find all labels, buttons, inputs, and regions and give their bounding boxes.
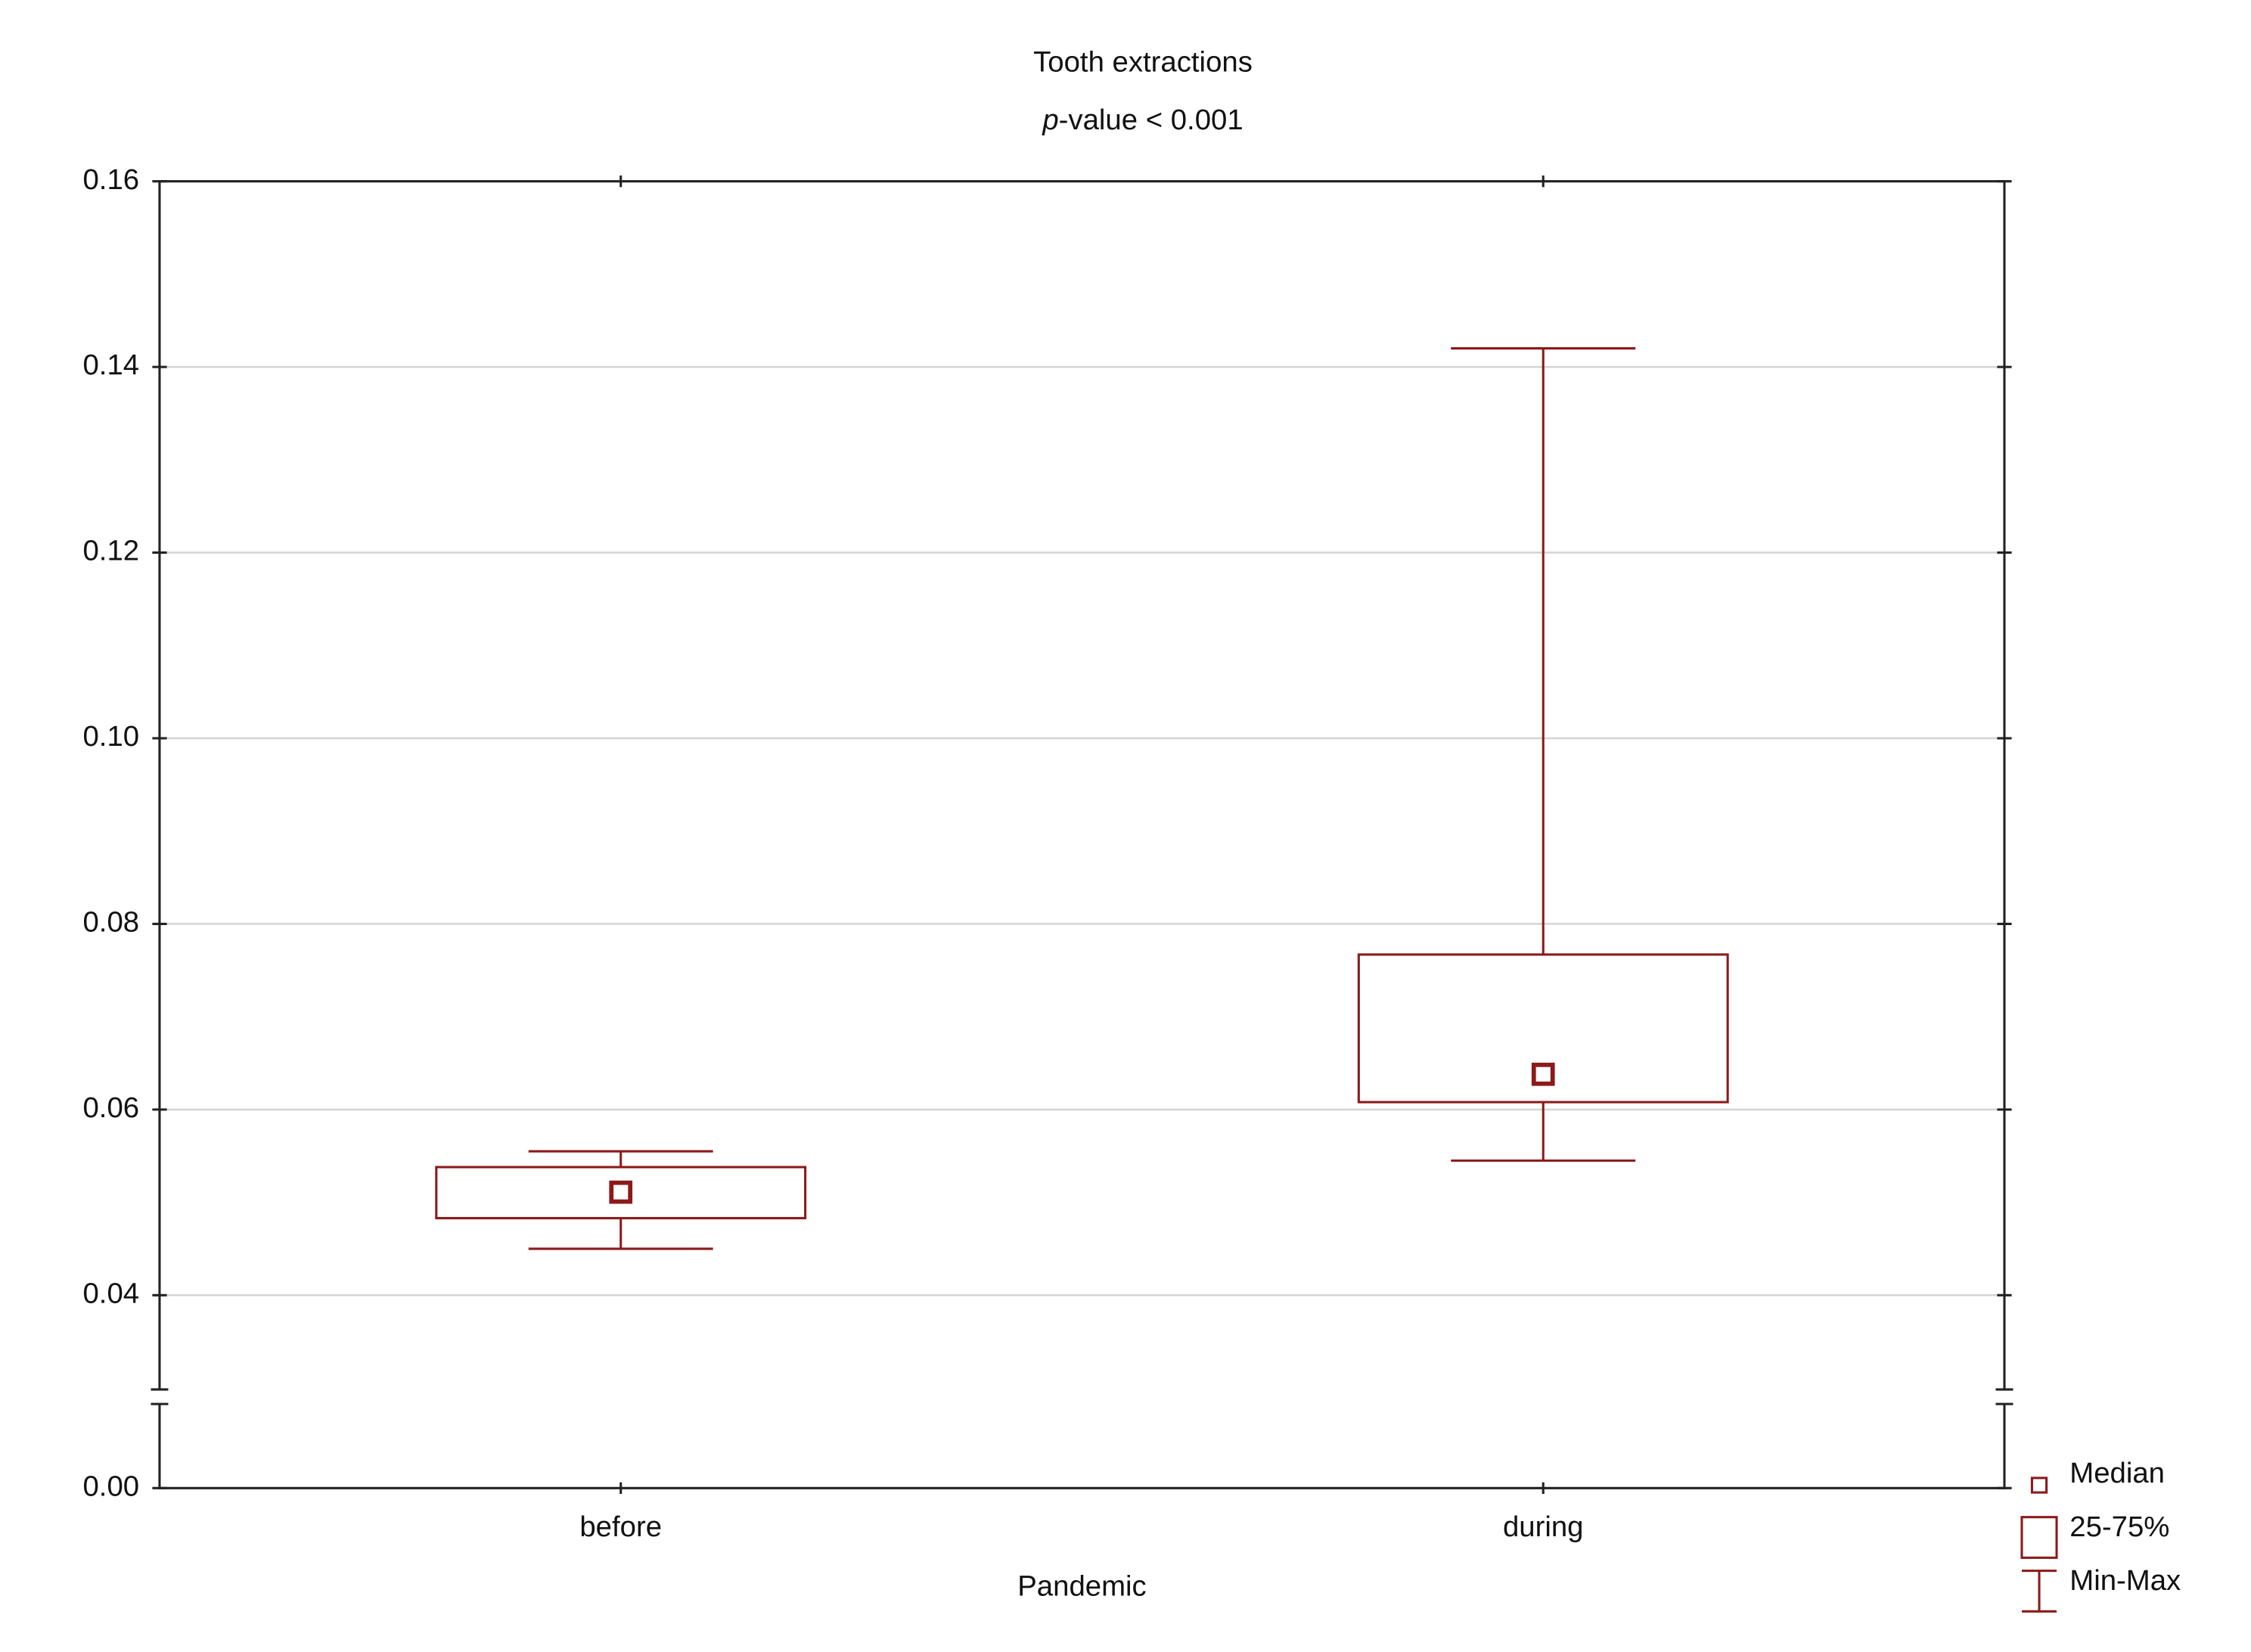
legend-label: Median <box>2069 1457 2165 1489</box>
legend-symbol <box>2020 1516 2058 1559</box>
legend-label: 25-75% <box>2069 1511 2169 1543</box>
x-axis-label: Pandemic <box>1017 1570 1146 1603</box>
y-tick-label: 0.16 <box>83 163 140 196</box>
x-tick-label: during <box>1503 1511 1584 1543</box>
x-tick-label: before <box>579 1511 662 1543</box>
box <box>435 1166 807 1219</box>
y-tick-label: 0.08 <box>83 906 140 939</box>
legend-symbol <box>2021 1570 2057 1613</box>
y-tick-label: 0.06 <box>83 1092 140 1124</box>
chart-subtitle: p-value < 0.001 <box>1042 104 1243 136</box>
chart-title: Tooth extractions <box>1033 45 1253 78</box>
median <box>609 1180 633 1204</box>
y-tick-label: 0.12 <box>83 535 140 567</box>
legend-label: Min-Max <box>2069 1564 2181 1597</box>
box <box>1357 953 1729 1104</box>
median <box>1531 1062 1555 1086</box>
axis-frame <box>158 180 2006 1489</box>
y-tick-label: 0.14 <box>83 349 140 381</box>
y-tick-label: 0.00 <box>83 1470 140 1502</box>
y-tick-label: 0.10 <box>83 720 140 753</box>
legend-symbol <box>2030 1477 2048 1494</box>
y-tick-label: 0.04 <box>83 1277 140 1309</box>
